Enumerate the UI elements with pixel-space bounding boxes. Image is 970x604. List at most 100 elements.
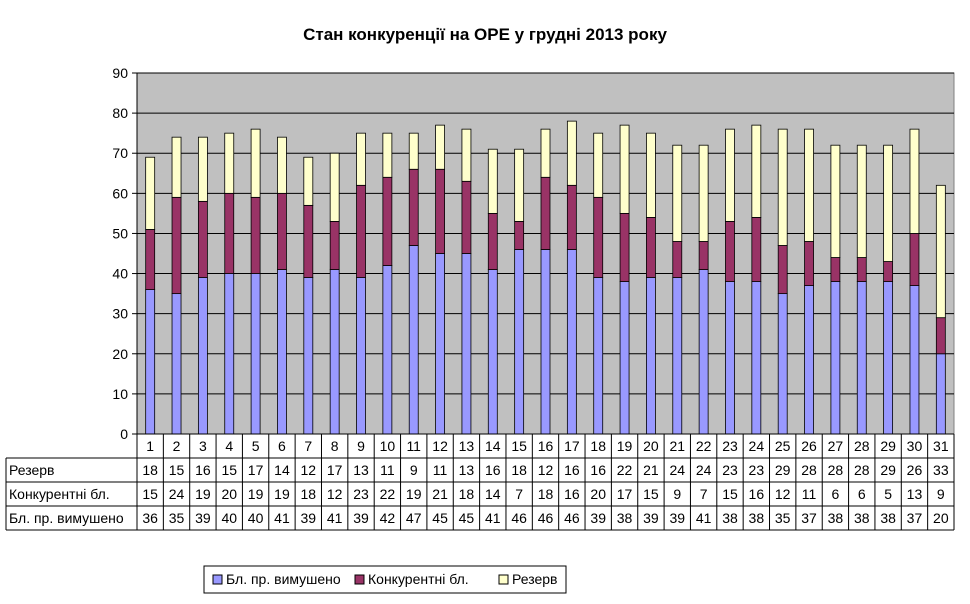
data-label: 36 <box>142 510 158 526</box>
category-label: 29 <box>880 438 896 454</box>
bar-segment <box>856 257 867 282</box>
bar-segment <box>197 136 208 202</box>
bar-segment <box>461 128 472 182</box>
data-label: 45 <box>432 510 448 526</box>
category-label: 30 <box>907 438 923 454</box>
data-label: 16 <box>485 462 501 478</box>
data-label: 16 <box>195 462 211 478</box>
bar-segment <box>646 216 656 278</box>
y-tick-label: 40 <box>112 266 128 282</box>
data-label: 23 <box>353 486 369 502</box>
bar-segment <box>514 249 525 435</box>
table-row-label: Конкурентні бл. <box>9 486 110 502</box>
data-label: 45 <box>459 510 475 526</box>
bar-segment <box>751 216 762 282</box>
bar-segment <box>197 200 208 278</box>
bar-segment <box>329 269 340 435</box>
bar-segment <box>487 269 498 435</box>
bar-segment <box>461 253 472 435</box>
data-label: 12 <box>775 486 791 502</box>
y-tick-label: 70 <box>112 145 128 161</box>
category-label: 24 <box>749 438 765 454</box>
bar-segment <box>408 168 419 246</box>
bar-segment <box>277 136 287 194</box>
bar-segment <box>224 273 235 435</box>
bar-segment <box>566 120 577 186</box>
data-label: 41 <box>327 510 343 526</box>
data-label: 24 <box>669 462 685 478</box>
bar-segment <box>672 144 683 242</box>
bar-segment <box>935 184 946 319</box>
bar-segment <box>909 233 920 286</box>
category-label: 23 <box>722 438 738 454</box>
bar-segment <box>883 144 894 262</box>
bar-segment <box>672 277 683 435</box>
data-label: 15 <box>221 462 237 478</box>
legend-label: Резерв <box>512 571 557 587</box>
category-label: 22 <box>696 438 712 454</box>
category-label: 19 <box>617 438 633 454</box>
data-label: 39 <box>353 510 369 526</box>
bar-segment <box>935 353 946 435</box>
category-label: 18 <box>590 438 606 454</box>
data-label: 40 <box>248 510 264 526</box>
data-label: 47 <box>406 510 422 526</box>
bar-segment <box>566 249 577 435</box>
bar-segment <box>619 281 630 435</box>
data-label: 41 <box>696 510 712 526</box>
bar-segment <box>382 176 393 266</box>
data-label: 17 <box>617 486 633 502</box>
bar-segment <box>329 152 340 222</box>
bar-segment <box>856 144 867 258</box>
data-label: 38 <box>880 510 896 526</box>
bar-segment <box>382 265 393 435</box>
data-label: 20 <box>590 486 606 502</box>
bar-segment <box>303 156 314 206</box>
bar-segment <box>593 132 604 198</box>
data-label: 7 <box>700 486 708 502</box>
bar-segment <box>909 285 920 435</box>
legend-swatch <box>498 574 509 585</box>
bar-segment <box>830 281 841 435</box>
data-label: 16 <box>749 486 765 502</box>
data-label: 46 <box>564 510 580 526</box>
data-label: 14 <box>274 462 290 478</box>
y-tick-label: 80 <box>112 105 128 121</box>
legend-swatch <box>212 574 223 585</box>
data-label: 18 <box>511 462 527 478</box>
category-label: 26 <box>801 438 817 454</box>
bar-segment <box>171 196 182 295</box>
bar-segment <box>540 176 551 250</box>
legend-label: Конкурентні бл. <box>368 571 469 587</box>
category-label: 17 <box>564 438 580 454</box>
category-label: 10 <box>380 438 396 454</box>
data-label: 22 <box>617 462 633 478</box>
data-label: 24 <box>696 462 712 478</box>
bar-segment <box>435 124 445 170</box>
data-label: 21 <box>643 462 659 478</box>
data-label: 6 <box>858 486 866 502</box>
bar-segment <box>619 212 630 282</box>
bar-segment <box>883 261 894 282</box>
category-label: 20 <box>643 438 659 454</box>
bar-segment <box>250 196 261 274</box>
data-label: 15 <box>722 486 738 502</box>
data-label: 11 <box>380 462 395 478</box>
bar-segment <box>830 257 841 282</box>
bar-segment <box>250 128 261 198</box>
chart-title: Стан конкуренції на ОРЕ у грудні 2013 ро… <box>303 25 667 44</box>
bar-segment <box>593 196 604 278</box>
data-label: 28 <box>828 462 844 478</box>
bar-segment <box>171 293 182 435</box>
data-label: 38 <box>722 510 738 526</box>
bar-segment <box>514 148 525 222</box>
bar-segment <box>461 180 472 254</box>
bar-segment <box>435 168 445 254</box>
data-label: 17 <box>327 462 343 478</box>
data-label: 23 <box>722 462 738 478</box>
y-tick-label: 20 <box>112 346 128 362</box>
data-label: 15 <box>643 486 659 502</box>
data-label: 29 <box>775 462 791 478</box>
bar-segment <box>619 124 630 214</box>
data-label: 37 <box>907 510 923 526</box>
